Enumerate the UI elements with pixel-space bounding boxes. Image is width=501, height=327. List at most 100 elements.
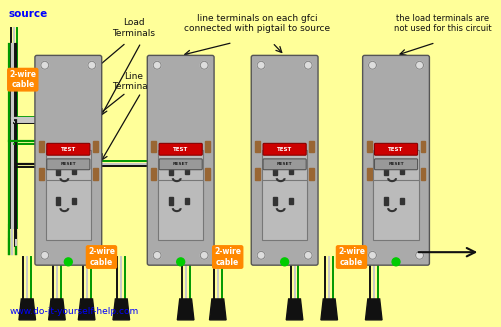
- Circle shape: [153, 61, 161, 69]
- FancyBboxPatch shape: [250, 55, 318, 265]
- Bar: [399, 168, 403, 174]
- FancyBboxPatch shape: [362, 55, 428, 265]
- Circle shape: [368, 61, 376, 69]
- Text: 2-wire
cable: 2-wire cable: [337, 247, 364, 267]
- Circle shape: [257, 251, 265, 259]
- Polygon shape: [365, 299, 381, 320]
- Bar: [168, 167, 172, 175]
- Text: RESET: RESET: [387, 162, 403, 166]
- Text: TEST: TEST: [388, 147, 403, 152]
- Bar: [383, 197, 387, 205]
- Polygon shape: [19, 299, 36, 320]
- FancyBboxPatch shape: [35, 55, 102, 265]
- Bar: [288, 198, 292, 204]
- FancyBboxPatch shape: [263, 159, 306, 170]
- Polygon shape: [209, 299, 225, 320]
- Bar: [420, 141, 425, 152]
- Polygon shape: [320, 299, 337, 320]
- Circle shape: [368, 251, 376, 259]
- Bar: [383, 167, 387, 175]
- Bar: [184, 168, 188, 174]
- FancyBboxPatch shape: [263, 143, 306, 155]
- Bar: [272, 167, 276, 175]
- FancyBboxPatch shape: [47, 159, 90, 170]
- Bar: [399, 198, 403, 204]
- Bar: [255, 168, 260, 180]
- Bar: [205, 168, 210, 180]
- Bar: [158, 150, 203, 210]
- Bar: [158, 180, 203, 240]
- Circle shape: [176, 258, 184, 266]
- Circle shape: [415, 251, 423, 259]
- Bar: [184, 198, 188, 204]
- Polygon shape: [78, 299, 95, 320]
- Bar: [151, 168, 156, 180]
- Bar: [72, 198, 76, 204]
- Bar: [366, 141, 371, 152]
- FancyBboxPatch shape: [147, 55, 213, 265]
- Bar: [366, 168, 371, 180]
- Bar: [373, 150, 418, 210]
- Text: 2-wire
cable: 2-wire cable: [88, 247, 115, 267]
- Bar: [309, 141, 314, 152]
- Text: TEST: TEST: [61, 147, 76, 152]
- FancyBboxPatch shape: [47, 143, 90, 155]
- Text: RESET: RESET: [172, 162, 188, 166]
- Bar: [93, 141, 98, 152]
- Bar: [39, 168, 44, 180]
- Polygon shape: [49, 299, 65, 320]
- Bar: [46, 180, 91, 240]
- Bar: [255, 141, 260, 152]
- Text: TEST: TEST: [277, 147, 292, 152]
- Text: RESET: RESET: [61, 162, 76, 166]
- Text: the load terminals are
not used for this circuit: the load terminals are not used for this…: [393, 13, 491, 33]
- Bar: [39, 141, 44, 152]
- Text: source: source: [9, 9, 48, 19]
- Bar: [272, 197, 276, 205]
- Bar: [373, 180, 418, 240]
- Bar: [46, 150, 91, 210]
- Circle shape: [41, 251, 49, 259]
- Text: Line
Terminals: Line Terminals: [112, 72, 155, 91]
- Bar: [151, 141, 156, 152]
- Circle shape: [391, 258, 399, 266]
- Text: 2-wire
cable: 2-wire cable: [214, 247, 241, 267]
- Text: www.do-it-yourself-help.com: www.do-it-yourself-help.com: [10, 307, 139, 316]
- FancyBboxPatch shape: [159, 159, 202, 170]
- Circle shape: [41, 61, 49, 69]
- Bar: [262, 150, 307, 210]
- Polygon shape: [177, 299, 193, 320]
- Circle shape: [304, 251, 312, 259]
- Text: TEST: TEST: [173, 147, 188, 152]
- Text: RESET: RESET: [276, 162, 292, 166]
- FancyBboxPatch shape: [374, 143, 417, 155]
- Circle shape: [257, 61, 265, 69]
- Text: Load
Terminals: Load Terminals: [112, 18, 155, 38]
- Bar: [420, 168, 425, 180]
- FancyBboxPatch shape: [374, 159, 417, 170]
- Bar: [93, 168, 98, 180]
- Text: line terminals on each gfci
connected with pigtail to source: line terminals on each gfci connected wi…: [184, 13, 330, 33]
- Bar: [288, 168, 292, 174]
- Bar: [309, 168, 314, 180]
- Text: 2-wire
cable: 2-wire cable: [9, 70, 36, 89]
- Bar: [168, 197, 172, 205]
- Circle shape: [200, 251, 208, 259]
- FancyBboxPatch shape: [159, 143, 202, 155]
- Bar: [72, 168, 76, 174]
- Circle shape: [64, 258, 72, 266]
- Bar: [262, 180, 307, 240]
- Bar: [205, 141, 210, 152]
- Bar: [57, 197, 60, 205]
- Circle shape: [153, 251, 161, 259]
- Circle shape: [88, 251, 96, 259]
- Circle shape: [415, 61, 423, 69]
- Circle shape: [200, 61, 208, 69]
- Circle shape: [280, 258, 288, 266]
- Bar: [57, 167, 60, 175]
- Polygon shape: [113, 299, 129, 320]
- Polygon shape: [286, 299, 302, 320]
- Circle shape: [88, 61, 96, 69]
- FancyArrowPatch shape: [418, 248, 474, 256]
- Circle shape: [304, 61, 312, 69]
